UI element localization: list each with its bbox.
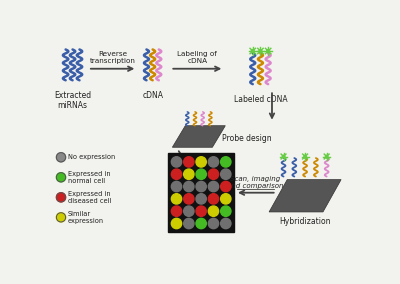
Circle shape: [325, 155, 328, 158]
Circle shape: [196, 169, 206, 179]
Circle shape: [221, 169, 231, 179]
Circle shape: [196, 218, 206, 229]
Circle shape: [208, 157, 219, 167]
Text: cDNA: cDNA: [142, 91, 163, 100]
Circle shape: [184, 169, 194, 179]
Circle shape: [221, 206, 231, 216]
FancyBboxPatch shape: [168, 153, 234, 232]
Circle shape: [184, 194, 194, 204]
Circle shape: [171, 157, 182, 167]
Text: No expression: No expression: [68, 154, 115, 160]
Circle shape: [184, 218, 194, 229]
Circle shape: [267, 49, 270, 53]
Circle shape: [184, 181, 194, 192]
Circle shape: [196, 181, 206, 192]
Text: Labeled cDNA: Labeled cDNA: [234, 95, 287, 104]
Circle shape: [196, 157, 206, 167]
Text: Labeling of
cDNA: Labeling of cDNA: [178, 51, 217, 64]
Circle shape: [184, 206, 194, 216]
Circle shape: [221, 181, 231, 192]
Circle shape: [221, 218, 231, 229]
Circle shape: [208, 169, 219, 179]
Text: Scan, imaging
and comparison: Scan, imaging and comparison: [227, 176, 283, 189]
Text: Expressed in
normal cell: Expressed in normal cell: [68, 171, 110, 184]
Circle shape: [171, 218, 182, 229]
Text: Expressed in
diseased cell: Expressed in diseased cell: [68, 191, 111, 204]
Circle shape: [171, 169, 182, 179]
Circle shape: [56, 213, 66, 222]
Circle shape: [171, 206, 182, 216]
Circle shape: [259, 49, 262, 53]
Polygon shape: [269, 179, 341, 212]
Circle shape: [184, 157, 194, 167]
Circle shape: [221, 194, 231, 204]
Text: Probe design: Probe design: [222, 134, 272, 143]
Circle shape: [208, 206, 219, 216]
Circle shape: [251, 49, 254, 53]
Circle shape: [221, 157, 231, 167]
Circle shape: [282, 155, 285, 158]
Circle shape: [196, 206, 206, 216]
Text: Similar
expression: Similar expression: [68, 211, 104, 224]
Circle shape: [208, 194, 219, 204]
Circle shape: [56, 173, 66, 182]
Text: Extracted
miRNAs: Extracted miRNAs: [54, 91, 91, 110]
Text: Reverse
transcription: Reverse transcription: [90, 51, 136, 64]
Circle shape: [56, 153, 66, 162]
Circle shape: [304, 155, 306, 158]
Text: Hybridization: Hybridization: [279, 217, 331, 225]
Circle shape: [208, 218, 219, 229]
Circle shape: [171, 181, 182, 192]
Circle shape: [56, 193, 66, 202]
Circle shape: [196, 194, 206, 204]
Circle shape: [171, 194, 182, 204]
Circle shape: [208, 181, 219, 192]
Polygon shape: [172, 126, 225, 147]
